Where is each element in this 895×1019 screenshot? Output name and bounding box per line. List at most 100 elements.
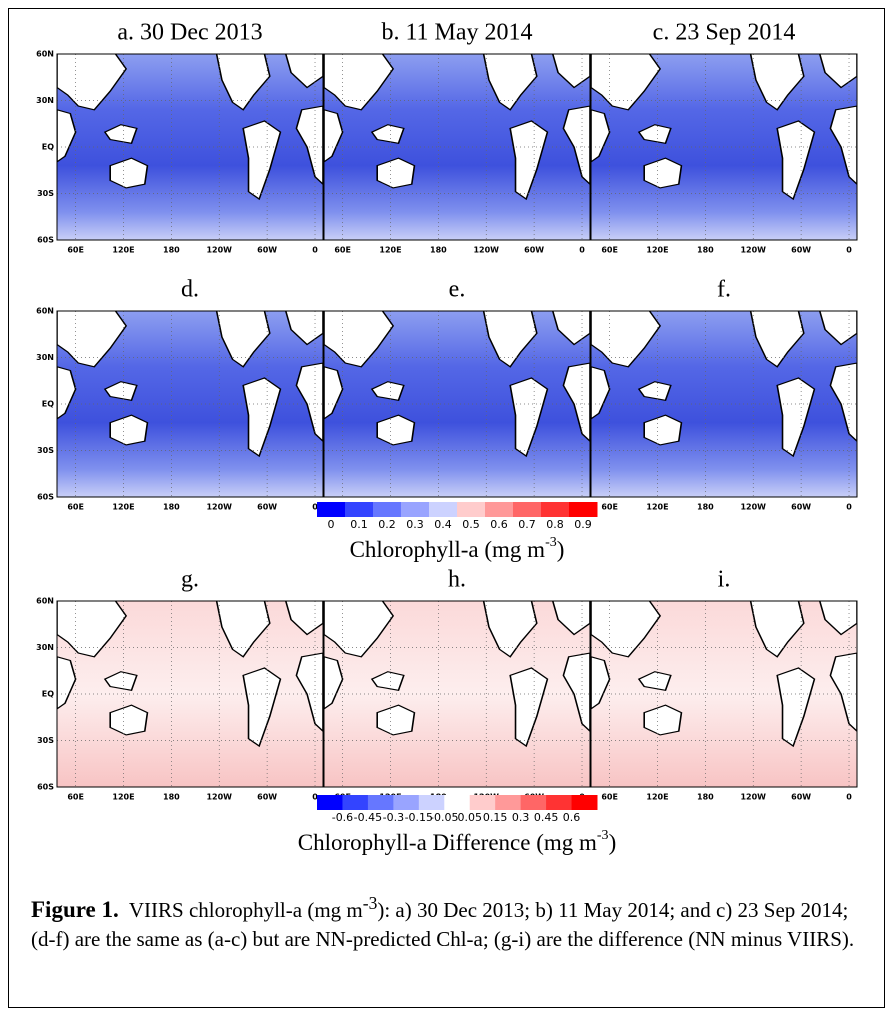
- colorbar-label: 0.4: [434, 518, 452, 531]
- lon-label: 120E: [646, 503, 668, 512]
- lat-label: 30N: [36, 643, 54, 652]
- panel-title: f.: [717, 277, 731, 303]
- map-frame: [56, 310, 324, 498]
- colorbar-label: 0.6: [490, 518, 508, 531]
- colorbar-title-text: Chlorophyll-a Difference (mg m: [298, 830, 597, 855]
- lon-label: 60W: [257, 246, 277, 255]
- lon-label: 120W: [740, 246, 766, 255]
- lon-label: 60E: [67, 246, 84, 255]
- colorbar-label: -0.3: [383, 811, 404, 824]
- caption-label: Figure 1.: [31, 897, 119, 922]
- lat-label: 30N: [36, 96, 54, 105]
- colorbar-label: 0.15: [483, 811, 508, 824]
- lat-label: 60N: [36, 597, 54, 606]
- lon-label: 120E: [112, 503, 134, 512]
- lon-label: 60W: [257, 503, 277, 512]
- colorbar-label: 0.3: [512, 811, 530, 824]
- colorbar-label: 0.2: [378, 518, 396, 531]
- lon-label: 0: [846, 793, 852, 802]
- colorbar-label: 0: [328, 518, 335, 531]
- map-frame: [590, 600, 858, 788]
- lon-label: 180: [163, 503, 180, 512]
- colorbar-label: 0.7: [518, 518, 536, 531]
- colorbar-box: [495, 795, 522, 810]
- colorbar-label: 0.1: [350, 518, 368, 531]
- map-frame: [56, 53, 324, 241]
- caption-text-end: ): a) 30 Dec 2013; b) 11 May 2014; and c…: [31, 898, 855, 951]
- colorbar-title-end: ): [557, 537, 565, 562]
- lon-label: 60E: [601, 793, 618, 802]
- colorbar-label: 0.6: [563, 811, 581, 824]
- map-frame: [56, 600, 324, 788]
- lon-label: 180: [697, 503, 714, 512]
- lat-label: EQ: [42, 690, 54, 699]
- colorbar-box: [546, 795, 573, 810]
- lon-label: 60E: [67, 793, 84, 802]
- caption: Figure 1. VIIRS chlorophyll-a (mg m-3): …: [31, 889, 876, 954]
- lon-label: 120W: [473, 246, 499, 255]
- lon-label: 120W: [206, 246, 232, 255]
- lon-label: 120W: [740, 793, 766, 802]
- lon-label: 60E: [601, 503, 618, 512]
- lon-label: 120E: [646, 793, 668, 802]
- colorbar-box: [469, 795, 496, 810]
- colorbar-label: -0.6: [332, 811, 353, 824]
- lon-label: 0: [846, 246, 852, 255]
- colorbar-label: -0.15: [405, 811, 433, 824]
- colorbar-label: 0.3: [406, 518, 424, 531]
- panel-title: h.: [448, 567, 466, 593]
- lat-label: 60S: [37, 783, 54, 792]
- lon-label: 60W: [791, 793, 811, 802]
- lat-label: 60N: [36, 307, 54, 316]
- colorbar-box: [342, 795, 369, 810]
- lon-label: 180: [163, 246, 180, 255]
- lon-label: 120W: [206, 793, 232, 802]
- panel-title: d.: [181, 277, 199, 303]
- panel-title: g.: [181, 567, 199, 593]
- panel-title: c. 23 Sep 2014: [653, 20, 796, 46]
- lon-label: 60W: [791, 246, 811, 255]
- lon-label: 60E: [601, 246, 618, 255]
- colorbar-box: [571, 795, 598, 810]
- colorbar-title-end: ): [609, 830, 617, 855]
- lon-label: 120W: [206, 503, 232, 512]
- colorbar-box: [444, 795, 471, 810]
- lon-label: 60W: [524, 246, 544, 255]
- lon-label: 0: [312, 503, 318, 512]
- colorbar-label: 0.5: [462, 518, 480, 531]
- colorbar-box: [393, 795, 420, 810]
- map-frame: [323, 53, 591, 241]
- colorbar-box: [485, 502, 514, 517]
- lat-label: 30S: [37, 736, 54, 745]
- lon-label: 120W: [740, 503, 766, 512]
- lon-label: 180: [163, 793, 180, 802]
- lat-label: 30N: [36, 353, 54, 362]
- lat-label: 30S: [37, 446, 54, 455]
- lon-label: 120E: [646, 246, 668, 255]
- lat-label: 60S: [37, 236, 54, 245]
- colorbar-box: [513, 502, 542, 517]
- colorbar-label: 0.05: [457, 811, 482, 824]
- colorbar-box: [345, 502, 374, 517]
- colorbar-label: 0.45: [534, 811, 559, 824]
- lon-label: 0: [312, 793, 318, 802]
- panel-title: e.: [449, 277, 466, 303]
- colorbar-title-text: Chlorophyll-a (mg m: [350, 537, 546, 562]
- map-frame: [590, 53, 858, 241]
- colorbar-title: Chlorophyll-a (mg m-3): [350, 535, 565, 562]
- colorbar-label: 0.8: [546, 518, 564, 531]
- lon-label: 60W: [257, 793, 277, 802]
- lat-label: EQ: [42, 400, 54, 409]
- colorbar-box: [457, 502, 486, 517]
- lon-label: 0: [846, 503, 852, 512]
- colorbar-box: [541, 502, 570, 517]
- lon-label: 60W: [791, 503, 811, 512]
- map-frame: [590, 310, 858, 498]
- colorbar-title-sup: -3: [545, 535, 557, 550]
- lon-label: 60E: [67, 503, 84, 512]
- lon-label: 120E: [112, 246, 134, 255]
- map-frame: [323, 600, 591, 788]
- lat-label: 60S: [37, 493, 54, 502]
- lon-label: 120E: [379, 246, 401, 255]
- panel-title: a. 30 Dec 2013: [117, 20, 262, 46]
